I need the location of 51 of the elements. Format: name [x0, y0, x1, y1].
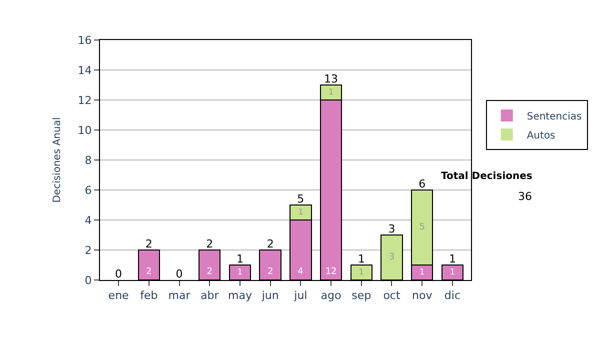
y-axis-title: Decisiones Anual — [52, 117, 63, 203]
x-tick-label: ago — [320, 289, 342, 302]
total-label: 1 — [236, 252, 244, 266]
y-tick-label: 10 — [78, 124, 92, 137]
annotation: Total Decisiones — [441, 171, 532, 182]
total-label: 1 — [448, 252, 456, 266]
total-label: 0 — [176, 267, 183, 280]
total-label: 13 — [324, 72, 338, 86]
x-tick-label: mar — [168, 289, 191, 302]
y-tick-label: 4 — [84, 214, 92, 227]
total-label: 0 — [115, 267, 122, 280]
y-tick-label: 14 — [78, 64, 92, 77]
data-label: 2 — [206, 267, 212, 277]
data-label: 1 — [358, 266, 364, 276]
x-tick-label: nov — [412, 289, 433, 302]
data-label: 1 — [420, 266, 425, 276]
data-label: 1 — [237, 266, 243, 276]
data-label: 2 — [267, 267, 274, 277]
data-label: 2 — [146, 267, 152, 277]
total-label: 2 — [266, 237, 274, 250]
total-label: 3 — [388, 222, 396, 236]
x-tick-label: feb — [140, 289, 158, 302]
data-label: 1 — [450, 266, 456, 276]
data-label: 1 — [298, 206, 304, 216]
x-tick-label: jun — [260, 289, 279, 302]
data-label: 4 — [298, 267, 304, 277]
total-label: 2 — [145, 237, 152, 250]
x-tick-label: sep — [352, 289, 372, 302]
x-tick-label: abr — [200, 289, 220, 302]
total-label: 6 — [418, 177, 426, 190]
x-tick-label: may — [228, 289, 252, 302]
x-tick-label: ene — [108, 289, 130, 302]
y-tick-label: 0 — [84, 274, 92, 287]
legend-label: Sentencias — [526, 111, 582, 122]
x-tick-label: oct — [383, 289, 401, 302]
data-label: 5 — [419, 222, 425, 232]
text: 36 — [518, 190, 532, 203]
y-tick-label: 16 — [78, 34, 92, 47]
total-label: 2 — [206, 237, 214, 250]
legend-label: Autos — [526, 130, 556, 142]
data-label: 12 — [325, 267, 337, 277]
y-tick-label: 8 — [84, 154, 92, 167]
x-tick-label: dic — [444, 289, 460, 302]
total-label: 1 — [358, 252, 365, 266]
y-tick-label: 6 — [84, 184, 92, 197]
data-label: 3 — [388, 252, 395, 262]
y-tick-label: 12 — [78, 94, 92, 107]
y-tick-label: 2 — [84, 244, 92, 257]
total-label: 5 — [297, 192, 304, 206]
data-label: 1 — [328, 86, 334, 96]
x-tick-label: jul — [293, 289, 308, 302]
